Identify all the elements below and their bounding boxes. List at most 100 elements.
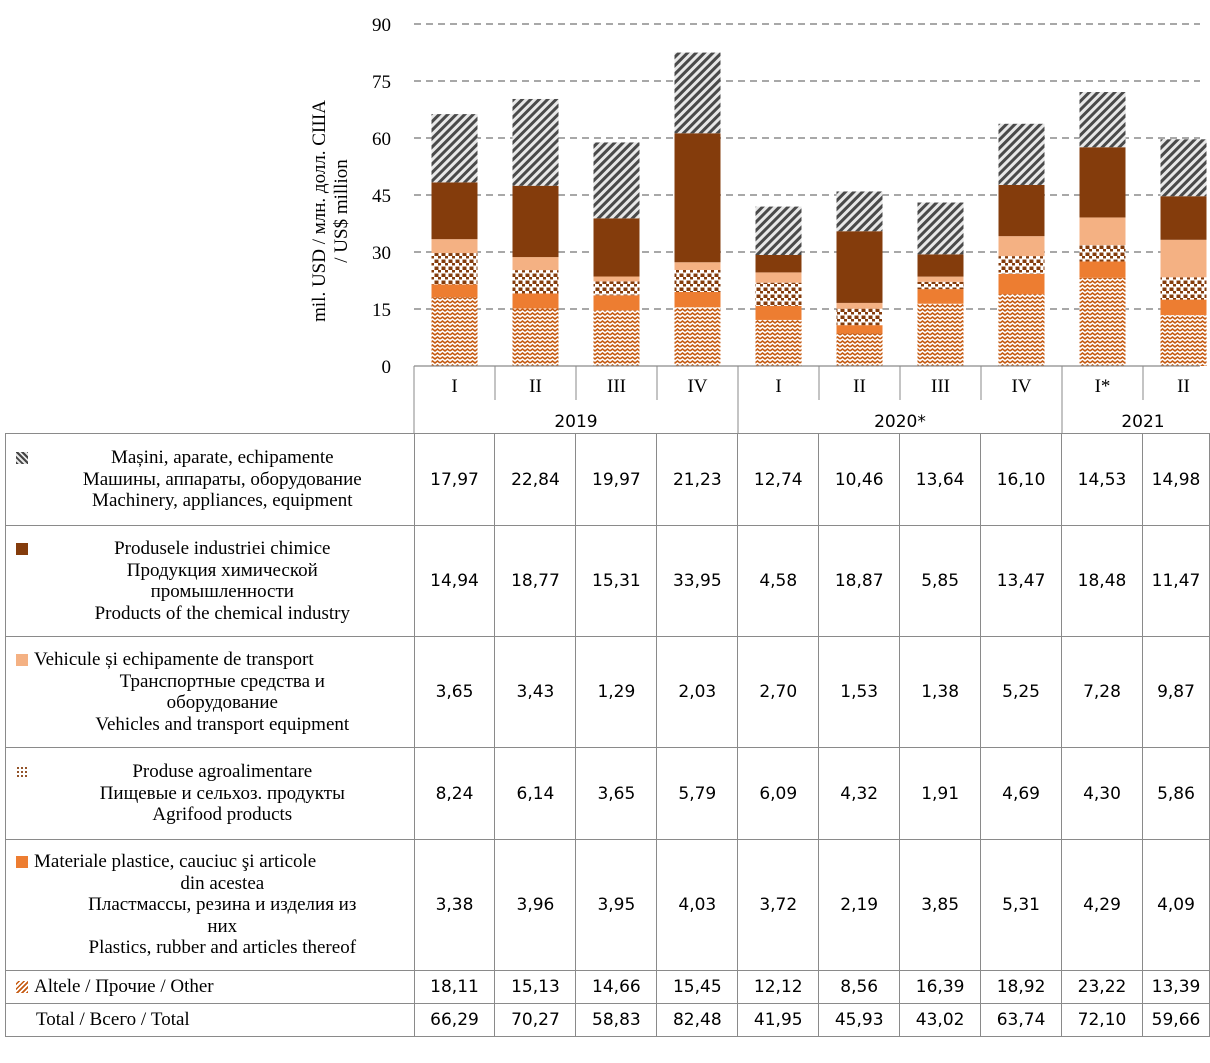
value-cell: 16,10 [980,433,1063,526]
bar-segment-machinery [1079,92,1126,148]
value-cell: 15,31 [575,525,658,637]
value-cell: 18,87 [818,525,901,637]
value-cell: 4,03 [656,839,739,971]
bar-segment-chemical [1160,196,1207,240]
value-cell: 5,86 [1141,747,1210,840]
value-cell: 4,30 [1061,747,1143,840]
value-cell: 15,13 [494,970,577,1004]
series-name-line: Altele / Прочие / Other [34,976,214,998]
bar-segment-plastics [998,273,1045,295]
legend-swatch-plastics [16,856,28,869]
bar-segment-vehicles [674,262,721,270]
value-cell: 4,29 [1061,839,1143,971]
legend-swatch-agrifood [16,766,28,779]
value-cell: 21,23 [656,433,739,526]
bar-segment-machinery [836,191,883,232]
series-name-line: Produsele industriei chimice [114,538,331,559]
value-cell: 5,85 [899,525,982,637]
value-cell: 18,11 [413,970,496,1004]
total-cell: 82,48 [656,1003,739,1037]
bar-segment-vehicles [431,239,478,254]
bar-segment-agrifood [998,256,1045,274]
value-cell: 15,45 [656,970,739,1004]
series-name-line: Пищевые и сельхоз. продукты [99,782,345,804]
y-tick-label: 60 [372,129,391,150]
legend-swatch-vehicles [16,654,28,666]
value-cell: 22,84 [494,433,577,526]
bar-segment-other [836,333,883,366]
value-cell: 5,25 [980,636,1063,748]
value-cell: 8,56 [818,970,901,1004]
legend-swatch-chemical [16,543,28,555]
legend-swatch-machinery [16,452,28,465]
value-cell: 19,97 [575,433,658,526]
value-cell: 16,39 [899,970,982,1004]
value-cell: 4,09 [1141,839,1210,971]
total-cell: 66,29 [413,1003,496,1037]
series-name-line: Mașini, aparate, echipamente [110,447,334,469]
series-name-line: оборудование [166,692,278,713]
series-name-line: Пластмассы, резина и изделия из [88,894,357,916]
bar-segment-machinery [998,123,1045,185]
bar-segment-chemical [674,133,721,263]
gridlines [414,23,1200,310]
bars [431,52,1207,366]
value-cell: 6,14 [494,747,577,840]
y-axis-label-line1: mil. USD / млн. долл. США [309,100,330,322]
series-name-line: Products of the chemical industry [94,602,350,624]
table-row-agrifood: Produse agroalimentare Пищевые и сельхоз.… [5,747,1210,840]
bar-segment-machinery [917,202,964,255]
row-label-chemical: Produsele industriei chimice Продукция хи… [5,525,415,637]
series-name-line: промышленности [150,581,294,602]
series-name-line: Plastics, rubber and articles thereof [88,937,357,959]
bar-segment-other [512,308,559,366]
value-cell: 23,22 [1061,970,1143,1004]
data-table: Mașini, aparate, echipamente Машины, аппа… [5,433,1210,1037]
x-tick-label: IV [687,376,707,397]
series-name-line: Vehicule și echipamente de transport [34,649,314,670]
bar-segment-vehicles [512,257,559,271]
value-cell: 4,69 [980,747,1063,840]
value-cell: 14,53 [1061,433,1143,526]
y-tick-label: 90 [372,15,391,36]
total-cell: 70,27 [494,1003,577,1037]
table-row-machinery: Mașini, aparate, echipamente Машины, аппа… [5,433,1210,526]
bar-segment-agrifood [917,281,964,290]
table-row-chemical: Produsele industriei chimice Продукция хи… [5,525,1210,637]
value-cell: 1,91 [899,747,982,840]
series-name-line: Produse agroalimentare [132,761,313,783]
bar-segment-plastics [755,305,802,320]
value-cell: 9,87 [1141,636,1210,748]
bar-segment-chemical [836,231,883,303]
bar-segment-other [917,303,964,366]
value-cell: 18,92 [980,970,1063,1004]
bar-segment-machinery [512,98,559,186]
value-cell: 14,94 [413,525,496,637]
value-cell: 3,72 [737,839,820,971]
value-cell: 3,96 [494,839,577,971]
row-label-machinery: Mașini, aparate, echipamente Машины, аппа… [5,433,415,526]
bar-segment-chemical [917,254,964,277]
value-cell: 13,64 [899,433,982,526]
x-tick-label: III [931,376,950,397]
table-row-vehicles: Vehicule și echipamente de transport Тран… [5,636,1210,748]
bar-segment-machinery [431,114,478,183]
bar-segment-other [998,294,1045,366]
row-label-agrifood: Produse agroalimentare Пищевые и сельхоз.… [5,747,415,840]
bar-segment-vehicles [593,276,640,282]
row-label-plastics: Materiale plastice, cauciuc şi articole d… [5,839,415,971]
bar-segment-other [1160,315,1207,366]
y-tick-label: 15 [372,300,391,321]
total-cell: 59,66 [1141,1003,1210,1037]
x-tick-label: I* [1095,376,1111,397]
bar-segment-plastics [836,325,883,334]
x-tick-label: I [451,376,457,397]
value-cell: 14,66 [575,970,658,1004]
value-cell: 4,32 [818,747,901,840]
value-cell: 3,85 [899,839,982,971]
value-cell: 5,31 [980,839,1063,971]
value-cell: 2,19 [818,839,901,971]
value-cell: 7,28 [1061,636,1143,748]
value-cell: 3,95 [575,839,658,971]
